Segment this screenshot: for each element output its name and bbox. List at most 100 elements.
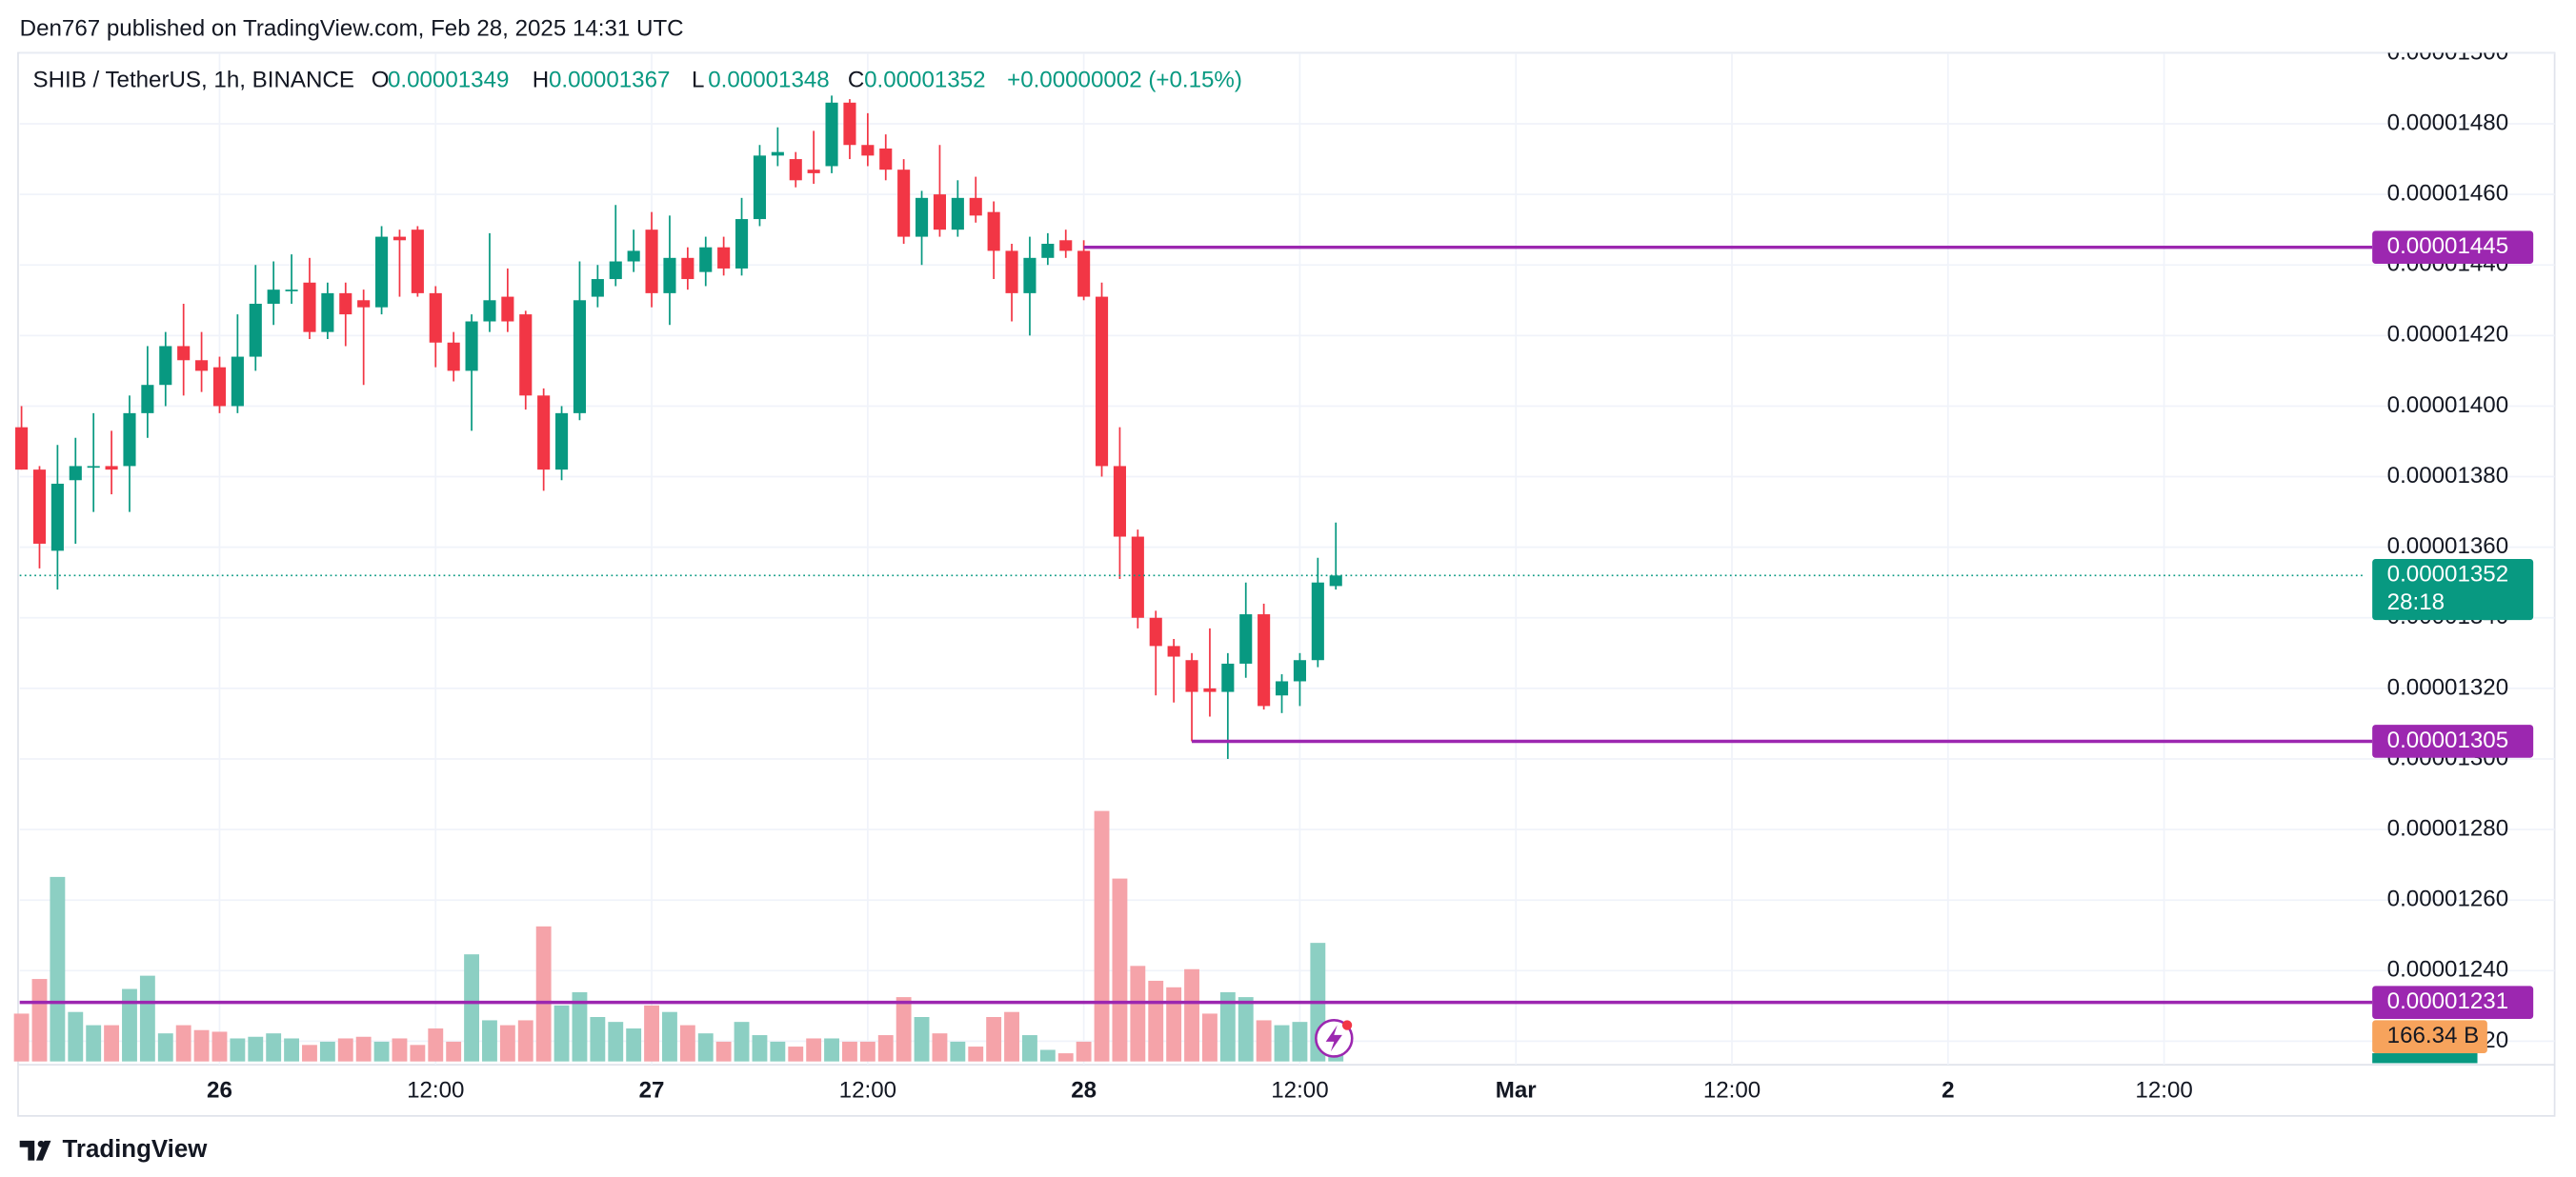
- volume-bar: [373, 1041, 390, 1062]
- y-tick-label: 0.00001420: [2387, 322, 2508, 348]
- symbol-title: SHIB / TetherUS, 1h, BINANCE: [32, 67, 353, 92]
- volume-bar: [1112, 878, 1128, 1062]
- candle-body: [501, 296, 514, 322]
- volume-bar: [734, 1022, 750, 1062]
- candle-body: [1131, 536, 1144, 618]
- candle-body: [141, 385, 154, 413]
- lightning-glyph: [1325, 1025, 1342, 1052]
- level-label-box: [2372, 230, 2534, 265]
- volume-bar: [211, 1031, 228, 1062]
- candle-body: [573, 300, 587, 413]
- candle-body: [1221, 663, 1235, 692]
- volume-bar: [662, 1011, 677, 1062]
- plot: 0.000012200.000012400.000012600.00001280…: [13, 52, 2555, 1066]
- candle-body: [537, 395, 551, 470]
- y-tick-label: 0.00001260: [2387, 887, 2508, 912]
- candle-body: [699, 247, 713, 272]
- ohlc-key: H: [533, 67, 549, 92]
- volume-bar: [410, 1045, 426, 1062]
- volume-bar: [1292, 1022, 1308, 1062]
- x-tick-label: 12:00: [1703, 1077, 1761, 1103]
- candle-body: [1095, 296, 1109, 467]
- volume-bar: [1219, 991, 1236, 1062]
- ohlc-value: 0.00001367: [549, 67, 670, 92]
- y-tick-label: 0.00001320: [2387, 674, 2508, 700]
- x-tick-label: 26: [207, 1077, 232, 1103]
- volume-bar: [950, 1041, 966, 1062]
- candle-body: [789, 159, 802, 181]
- frame: [17, 51, 2556, 1117]
- volume-bar: [104, 1025, 120, 1062]
- candle-body: [1203, 688, 1217, 692]
- volume-bar: [464, 954, 479, 1062]
- candle-body: [69, 466, 82, 481]
- overlay: 0.00001445 0.00001305 0.00001231 0.00001352…: [19, 230, 2534, 1064]
- volume-bar: [122, 988, 137, 1062]
- volume-bar: [31, 979, 48, 1062]
- last-price-label: 0.00001352: [2387, 562, 2508, 588]
- volume-bar: [590, 1017, 606, 1062]
- notification-dot: [1341, 1020, 1353, 1030]
- volume-bar: [1238, 997, 1254, 1062]
- level-label-box: [2372, 986, 2534, 1019]
- level-label: 0.00001231: [2387, 988, 2508, 1014]
- candle-body: [177, 346, 191, 361]
- candle-body: [627, 250, 640, 262]
- volume-bar: [1057, 1053, 1074, 1062]
- candle-body: [32, 469, 47, 544]
- x-tick-label: 28: [1071, 1077, 1097, 1103]
- candle-body: [465, 321, 478, 371]
- volume-bar: [157, 1033, 173, 1062]
- volume-bar: [679, 1025, 695, 1062]
- volume-bar: [535, 926, 552, 1062]
- volume-bar: [859, 1041, 875, 1062]
- logo-mark: [19, 1140, 51, 1161]
- y-tick-label: 0.00001280: [2387, 815, 2508, 841]
- volume-bar: [553, 1005, 570, 1062]
- volume-bar: [1148, 980, 1164, 1062]
- level-label: 0.00001305: [2387, 728, 2508, 753]
- volume-bar: [1094, 810, 1110, 1062]
- volume-bar: [482, 1020, 497, 1062]
- candle-body: [1149, 617, 1162, 647]
- volume-bar: [230, 1038, 246, 1062]
- y-tick-label: 0.00001240: [2387, 957, 2508, 983]
- x-tick-label: 12:00: [839, 1077, 896, 1103]
- candle-body: [1077, 250, 1091, 297]
- volume-bar: [50, 876, 66, 1062]
- candle-body: [951, 197, 964, 230]
- volume-bar: [806, 1038, 822, 1062]
- volume-bar: [1256, 1020, 1272, 1062]
- candle-body: [843, 102, 856, 146]
- volume-bar: [842, 1041, 857, 1062]
- ohlc-value: 0.00001352: [864, 67, 985, 92]
- candle-body: [339, 292, 352, 315]
- candle-body: [681, 257, 694, 280]
- change: +0.00000002 (+0.15%): [1007, 67, 1242, 92]
- volume-bar: [1184, 968, 1199, 1062]
- volume-bar: [715, 1041, 732, 1062]
- candle-body: [807, 170, 820, 173]
- candle-body: [825, 102, 838, 167]
- candle-body: [1185, 660, 1198, 692]
- volume-bar: [914, 1017, 930, 1062]
- volume-bar: [608, 1022, 624, 1062]
- candle-body: [915, 197, 929, 237]
- level-label-box: [2372, 725, 2534, 758]
- volume-bar: [877, 1035, 894, 1062]
- candle-body: [105, 466, 118, 470]
- candle-body: [1311, 582, 1324, 661]
- candle-body: [609, 261, 622, 280]
- ohlc-value: 0.00001349: [388, 67, 509, 92]
- volume-bar: [428, 1028, 444, 1062]
- candle-body: [1005, 250, 1018, 293]
- candle-body: [519, 314, 533, 396]
- volume-bar: [86, 1025, 102, 1062]
- ohlc-key: O: [372, 67, 390, 92]
- candle-body: [15, 427, 29, 470]
- volume-bar: [788, 1047, 804, 1062]
- candle-body: [1041, 243, 1055, 258]
- candle-body: [429, 292, 442, 343]
- candle-body: [195, 360, 209, 371]
- candle-body: [717, 247, 731, 269]
